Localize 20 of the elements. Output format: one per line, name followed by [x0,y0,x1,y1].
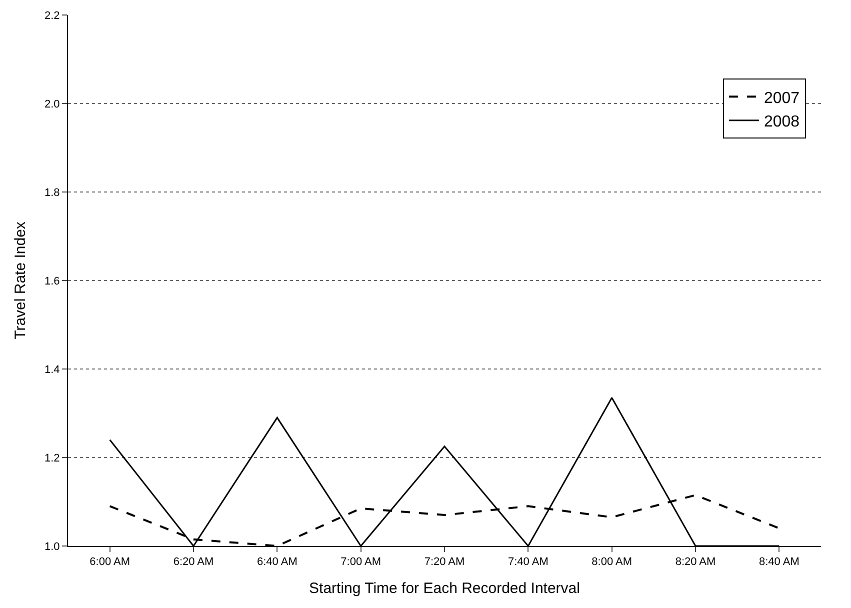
x-tick-label: 7:20 AM [424,556,465,568]
x-tick-label: 7:40 AM [508,556,548,568]
legend-label: 2007 [764,90,800,107]
x-tick-label: 8:20 AM [675,556,716,568]
y-tick-label: 1.8 [44,186,60,199]
x-tick-label: 8:40 AM [758,556,800,568]
y-tick-label: 2.2 [44,10,60,22]
legend-label: 2008 [764,114,800,131]
x-axis-title: Starting Time for Each Recorded Interval [309,580,580,598]
x-tick-label: 6:00 AM [90,556,130,568]
y-tick-label: 1.4 [44,364,60,376]
x-tick-label: 6:20 AM [173,556,214,568]
y-tick-label: 1.2 [44,452,60,464]
y-tick-label: 1.6 [44,275,60,288]
x-tick-label: 7:00 AM [340,556,382,568]
y-axis-title: Travel Rate Index [12,221,29,340]
y-tick-label: 1.0 [44,540,60,553]
x-tick-label: 6:40 AM [256,556,298,568]
x-tick-label: 8:00 AM [592,556,632,568]
y-tick-label: 2.0 [44,98,60,110]
